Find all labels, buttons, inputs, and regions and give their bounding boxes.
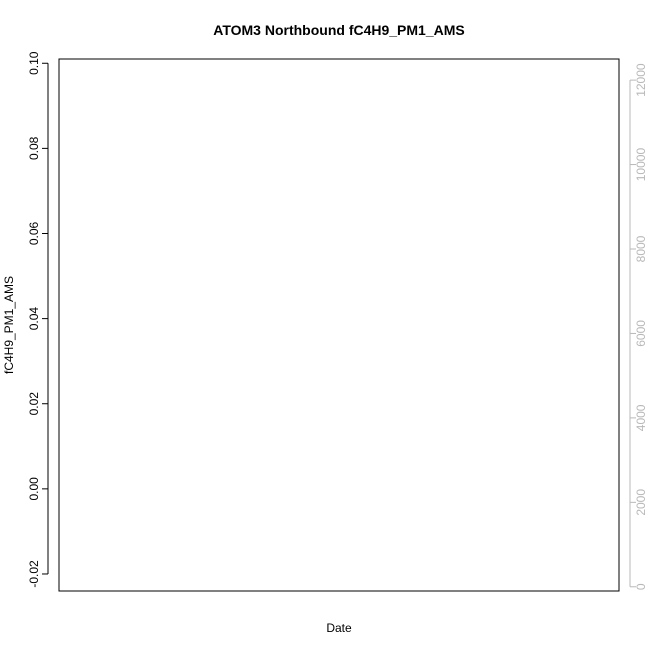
axes-layer: -0.020.000.020.040.060.080.10Oct 15Oct 1…: [27, 51, 648, 590]
secondary-tick-label: 10000: [634, 148, 648, 182]
secondary-tick-label: 2000: [634, 489, 648, 516]
y-tick-label: 0.06: [27, 221, 41, 245]
y-axis-label: fC4H9_PM1_AMS: [2, 276, 16, 374]
secondary-tick-label: 6000: [634, 320, 648, 347]
y-tick-label: 0.00: [27, 477, 41, 501]
secondary-tick-label: 4000: [634, 404, 648, 431]
secondary-tick-label: 0: [634, 583, 648, 590]
y-tick-label: -0.02: [27, 560, 41, 588]
chart-title: ATOM3 Northbound fC4H9_PM1_AMS: [213, 22, 465, 38]
y-tick-label: 0.08: [27, 136, 41, 160]
secondary-tick-label: 8000: [634, 235, 648, 262]
y-tick-label: 0.02: [27, 392, 41, 416]
x-axis-label: Date: [326, 621, 352, 635]
plot-frame: [58, 58, 620, 592]
secondary-tick-label: 12000: [634, 63, 648, 97]
y-tick-label: 0.10: [27, 51, 41, 75]
y-tick-label: 0.04: [27, 307, 41, 331]
